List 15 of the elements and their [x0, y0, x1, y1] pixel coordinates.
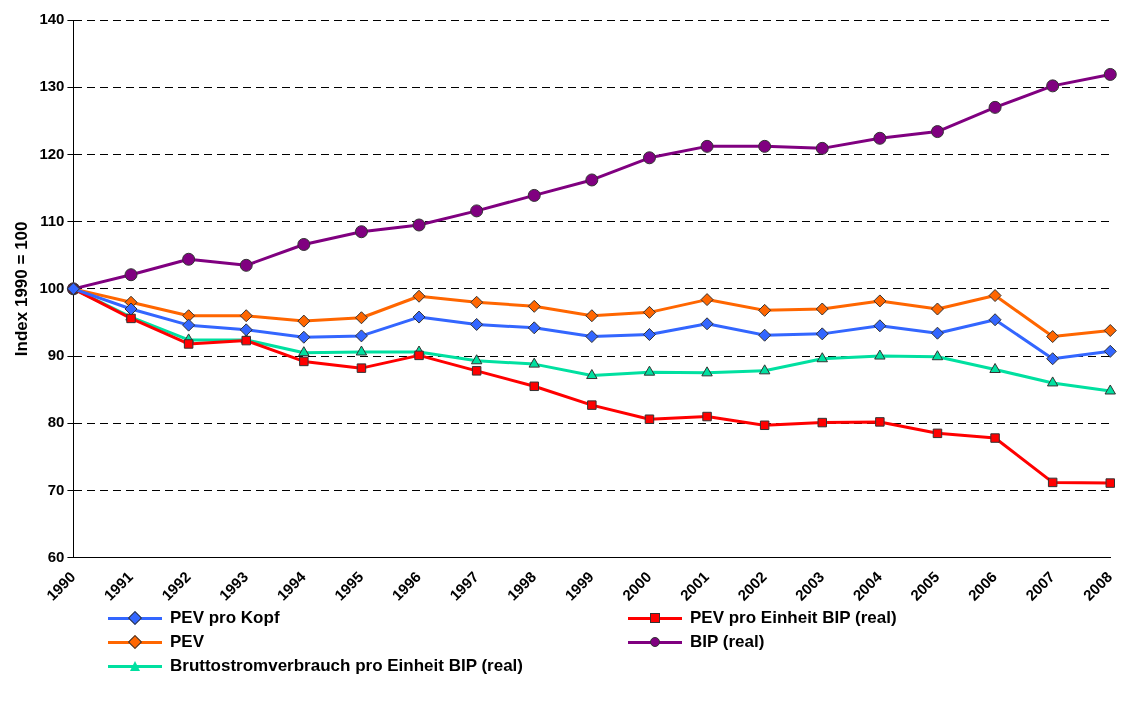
- y-tick-label: 80: [47, 413, 65, 431]
- legend-label: PEV pro Einheit BIP (real): [690, 608, 897, 628]
- y-tick-label: 70: [47, 480, 65, 498]
- y-tick-label: 120: [39, 144, 65, 162]
- y-tick-label: 60: [47, 547, 65, 565]
- y-tick-label: 90: [47, 346, 65, 364]
- y-axis-title: Index 1990 = 100: [11, 221, 31, 357]
- legend-label: Bruttostromverbrauch pro Einheit BIP (real): [170, 656, 523, 676]
- y-tick-label: 110: [40, 211, 65, 229]
- y-tick-label: 100: [39, 278, 65, 296]
- legend-label: PEV: [170, 632, 205, 652]
- legend-label: BIP (real): [690, 632, 765, 652]
- y-tick-label: 140: [39, 10, 65, 28]
- legend-label: PEV pro Kopf: [170, 608, 280, 628]
- y-tick-label: 130: [39, 77, 65, 95]
